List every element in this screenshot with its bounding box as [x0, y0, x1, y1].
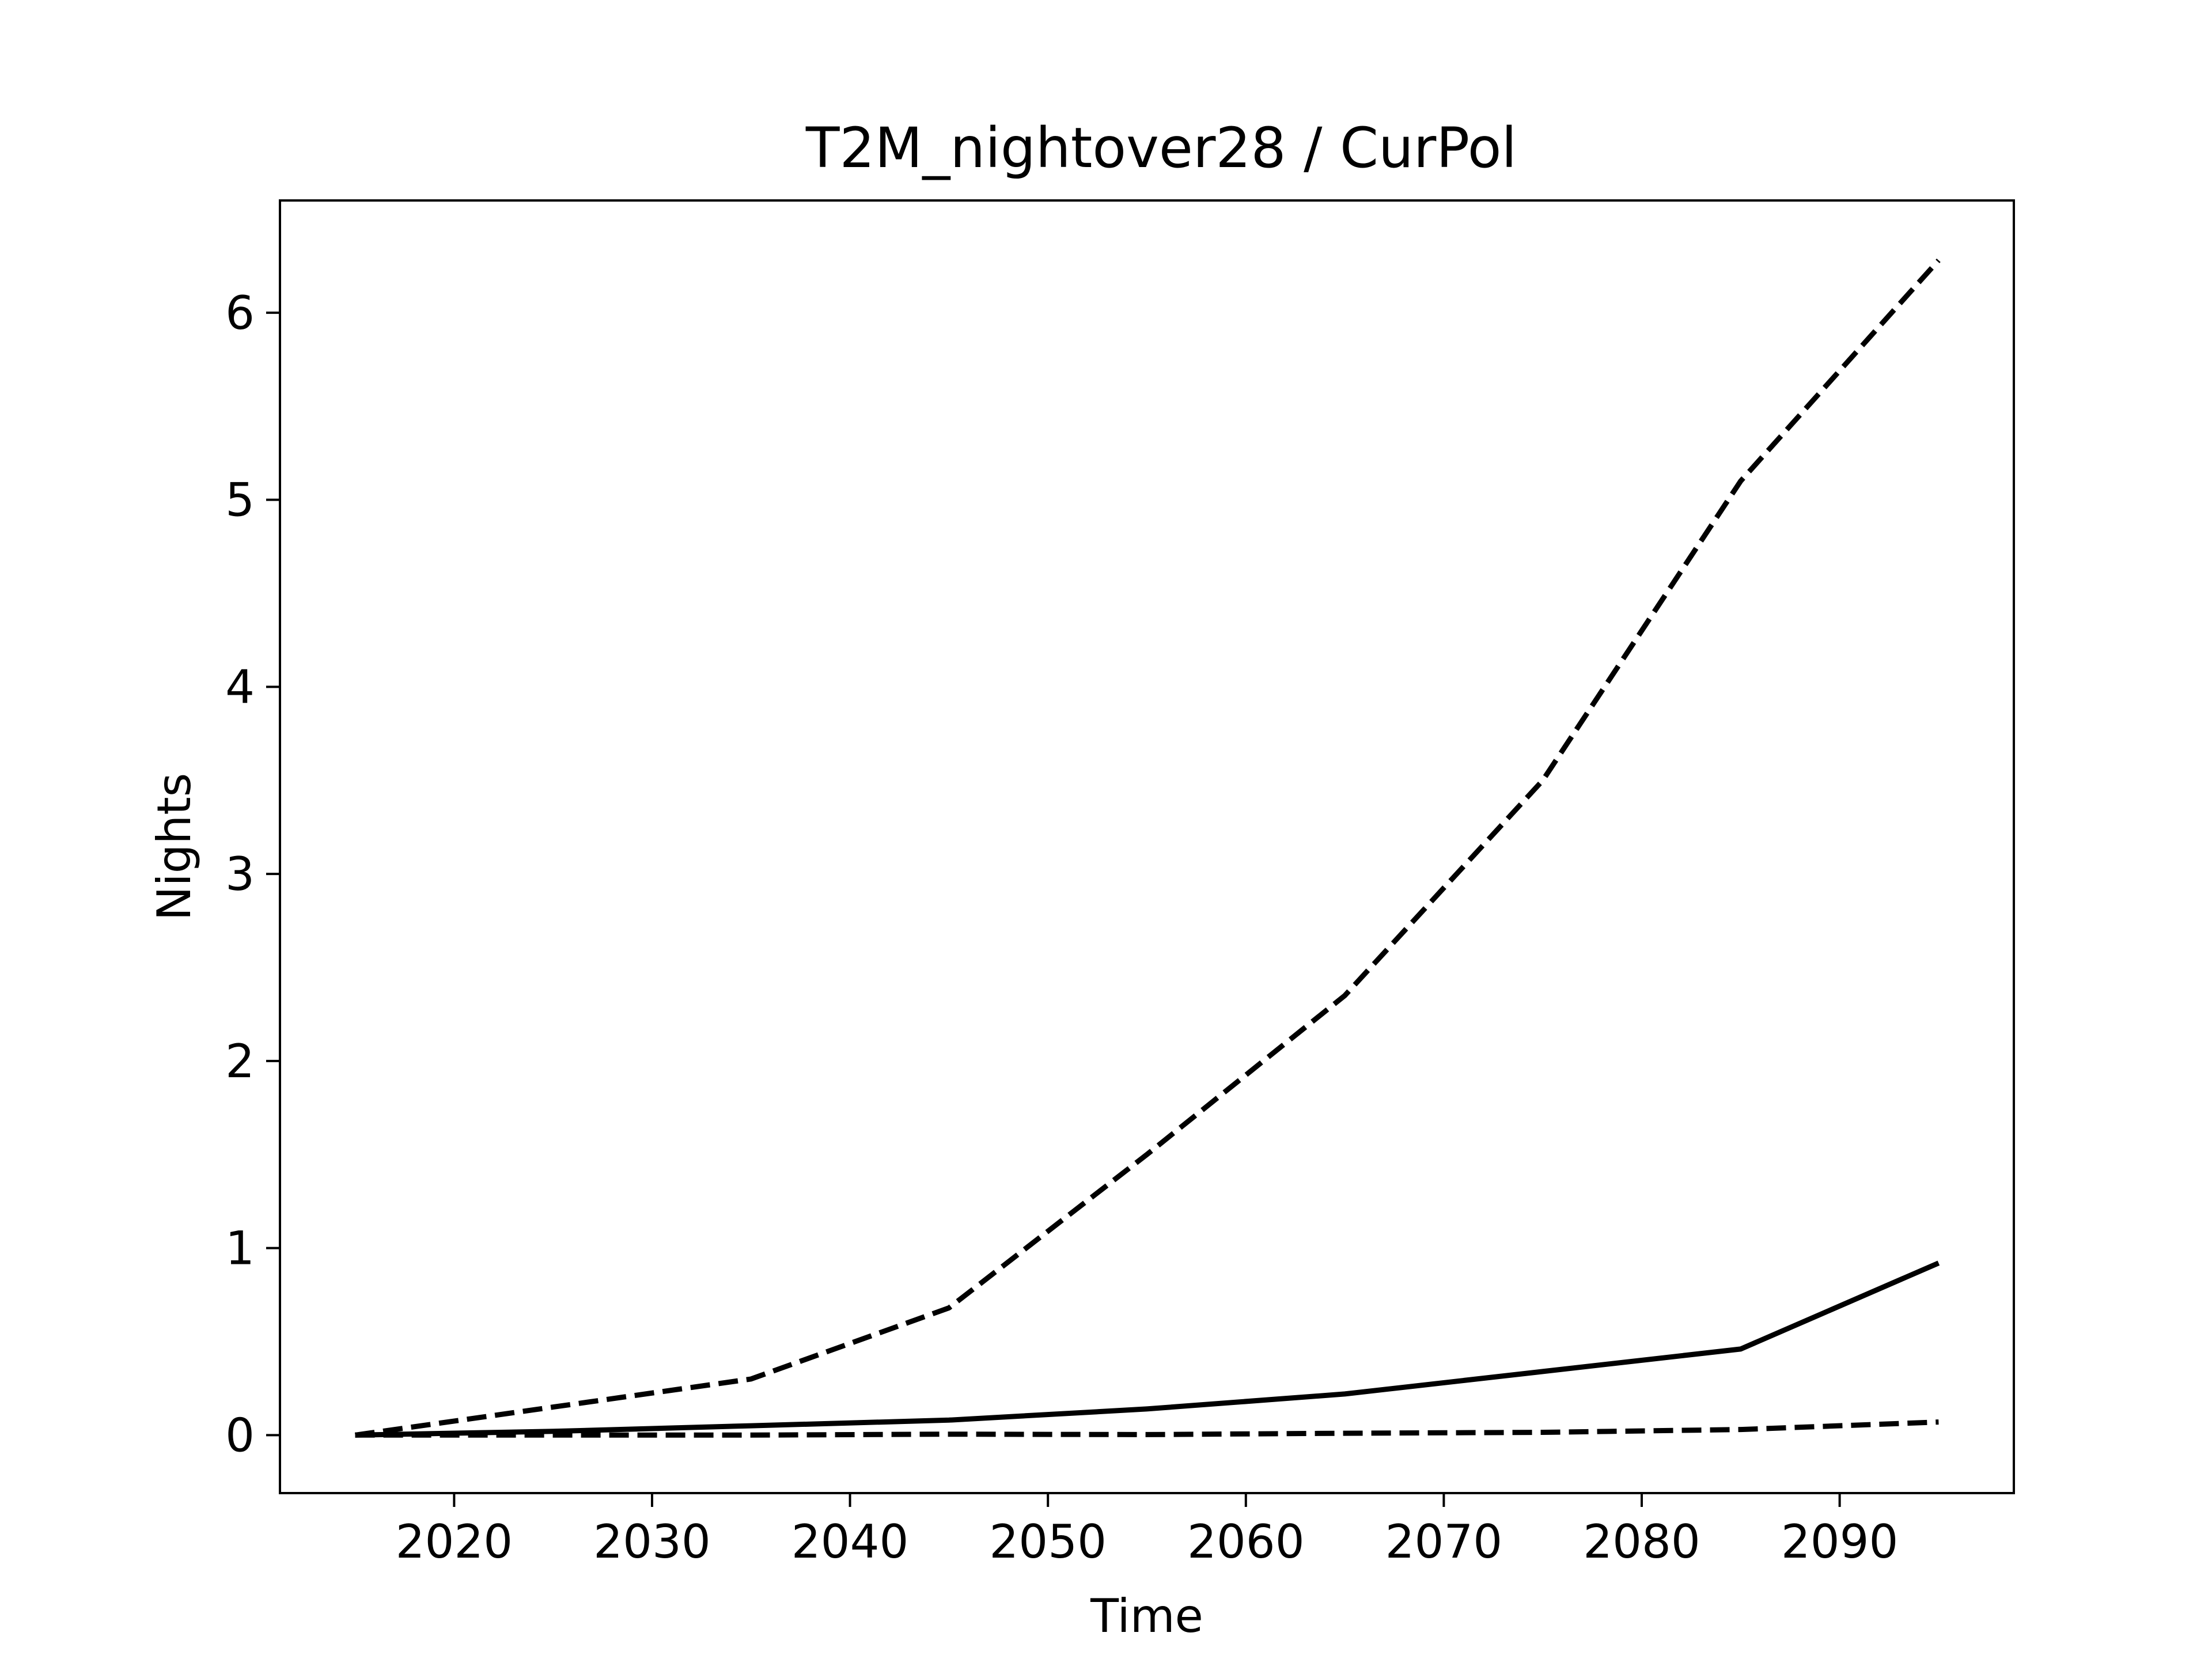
y-tick-label: 6: [225, 286, 255, 340]
y-tick-label: 1: [225, 1222, 255, 1275]
x-tick-label: 2070: [1385, 1515, 1503, 1569]
chart-title: T2M_nightover28 / CurPol: [805, 116, 1517, 180]
x-tick-label: 2080: [1583, 1515, 1700, 1569]
x-tick-label: 2090: [1781, 1515, 1899, 1569]
plot-frame: [279, 199, 2015, 1494]
series-line-2: [355, 1260, 1940, 1438]
y-axis: 0 1 2 3 4 5 6: [225, 286, 280, 1462]
y-tick-label: 5: [225, 474, 255, 527]
x-tick-label: 2050: [989, 1515, 1107, 1569]
y-tick-label: 3: [225, 847, 255, 901]
x-axis-label: Time: [1090, 1589, 1203, 1643]
x-tick-label: 2020: [396, 1515, 513, 1569]
y-tick-label: 4: [225, 660, 255, 714]
y-tick-label: 2: [225, 1035, 255, 1088]
x-tick-label: 2030: [593, 1515, 711, 1569]
x-axis: 2020 2030 2040 2050 2060 2070 2080 2090: [396, 1493, 1899, 1569]
y-tick-label: 0: [225, 1408, 255, 1462]
series-layer: [354, 258, 1941, 1438]
x-tick-label: 2040: [791, 1515, 909, 1569]
x-tick-label: 2060: [1187, 1515, 1305, 1569]
y-axis-label: Nights: [147, 773, 201, 921]
series-line-3: [355, 1419, 1939, 1438]
series-line-1: [354, 258, 1941, 1438]
